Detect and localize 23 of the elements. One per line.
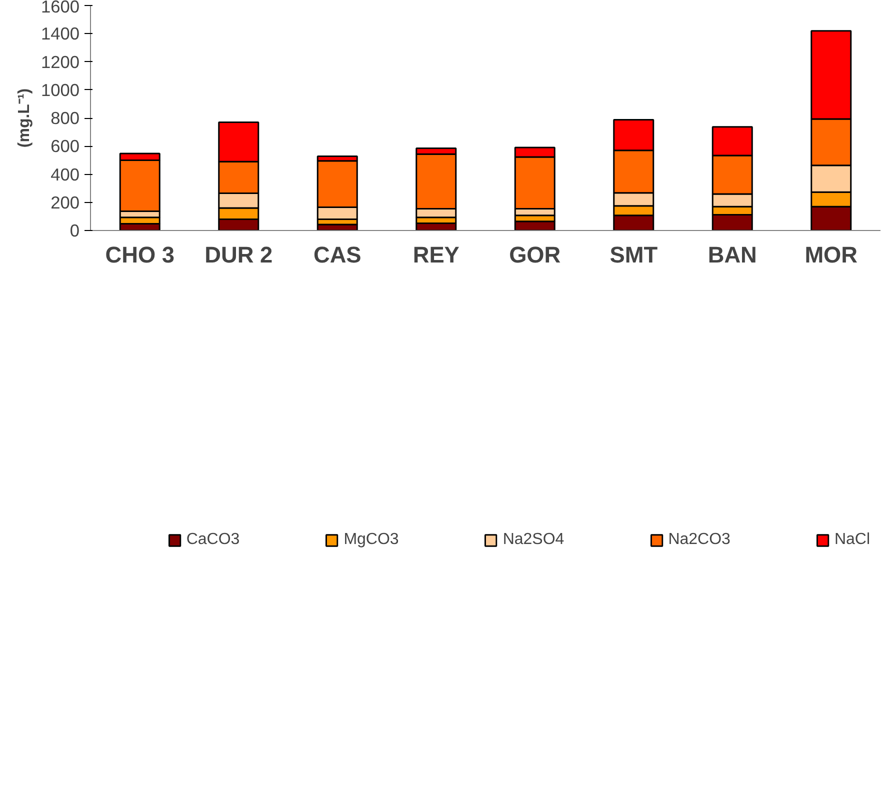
y-tick-label: 1000 — [40, 80, 80, 100]
y-tick-label: 800 — [50, 108, 80, 128]
legend-label: NaCl — [834, 531, 870, 549]
legend-label: Na2CO3 — [668, 531, 730, 549]
x-tick-label: BAN — [708, 242, 757, 268]
y-tick-label: 0 — [70, 220, 80, 240]
x-tick-label: SMT — [610, 242, 658, 268]
y-tick-label: 1400 — [40, 24, 80, 44]
x-tick-label: REY — [412, 242, 460, 268]
y-tick-label: 400 — [50, 164, 80, 184]
x-tick-label: DUR 2 — [204, 242, 273, 268]
x-tick-label: CHO 3 — [105, 242, 175, 268]
legend-label: MgCO3 — [344, 531, 399, 549]
x-tick-label: CAS — [313, 242, 362, 268]
y-tick-label: 1200 — [40, 52, 80, 72]
x-tick-label: GOR — [509, 242, 561, 268]
y-tick-label: 200 — [50, 192, 80, 212]
legend-label: Na2SO4 — [502, 531, 564, 549]
y-axis-title: (mg.L⁻¹) — [16, 88, 33, 148]
y-tick-label: 600 — [50, 136, 80, 156]
x-tick-label: MOR — [804, 242, 858, 268]
legend-label: CaCO3 — [186, 531, 240, 549]
y-tick-label: 1600 — [40, 0, 80, 16]
